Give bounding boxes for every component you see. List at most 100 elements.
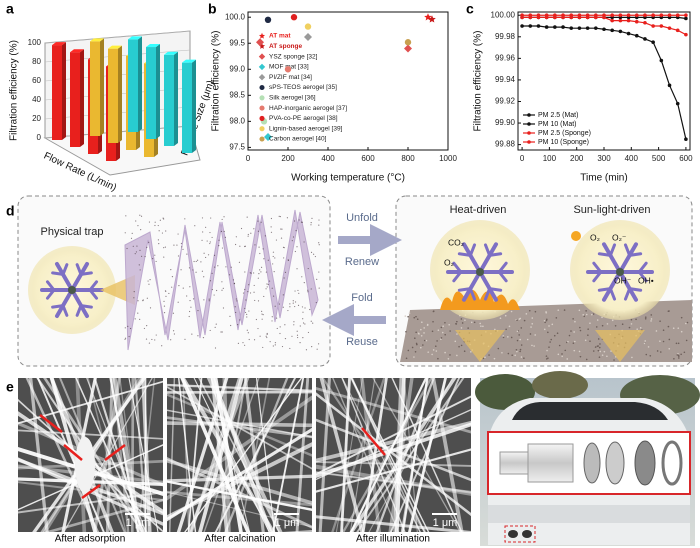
dust-dot (221, 218, 223, 221)
star-marker (258, 43, 266, 49)
dust-dot (257, 277, 259, 279)
grit-dot (649, 354, 652, 357)
point (561, 13, 565, 18)
dust-dot (181, 246, 183, 248)
grit-dot (579, 326, 581, 329)
grit-dot (579, 329, 582, 332)
y-tick-label: 40 (32, 95, 41, 104)
point (634, 13, 639, 18)
grit-dot (415, 342, 418, 345)
grit-dot (595, 326, 598, 328)
grit-dot (546, 349, 548, 352)
grit-dot (534, 310, 537, 313)
dust-dot (193, 260, 195, 263)
dust-dot (195, 260, 197, 263)
dust-dot (295, 230, 297, 232)
rod (602, 270, 622, 302)
point (536, 24, 541, 28)
dust-dot (266, 286, 268, 288)
rod (462, 270, 482, 302)
dust-dot (192, 269, 194, 271)
grit-dot (482, 325, 484, 328)
fiber (316, 422, 471, 479)
grit-dot (432, 349, 435, 351)
rod (55, 262, 74, 292)
grit-dot (519, 350, 521, 353)
dust-dot (147, 280, 149, 282)
legend-label: sPS-TEOS aerogel [35] (269, 84, 337, 91)
grit-dot (676, 354, 679, 356)
dust-dot (289, 347, 291, 350)
grit-dot (680, 330, 683, 333)
grit-dot (470, 321, 473, 324)
grit-dot (596, 319, 599, 321)
point (536, 13, 541, 18)
grit-dot (582, 314, 585, 316)
point (553, 25, 557, 29)
rod (608, 243, 617, 257)
grit-dot (510, 310, 513, 313)
dust-dot (164, 290, 167, 292)
bar (128, 39, 138, 132)
point (602, 13, 606, 18)
grit-dot (573, 331, 575, 333)
y-tick-label: 98.5 (229, 90, 245, 99)
dust-dot (309, 308, 311, 311)
x-tick-label: 300 (597, 154, 611, 163)
dust-dot (301, 306, 304, 308)
rod (45, 280, 56, 292)
grit-dot (414, 350, 417, 353)
fiber (316, 460, 471, 467)
bar (52, 45, 62, 140)
dust-dot (159, 219, 161, 221)
point (618, 18, 623, 23)
dust-dot (303, 241, 305, 243)
dust-dot (315, 301, 317, 304)
dust-dot (143, 327, 146, 330)
grit-dot (574, 320, 576, 323)
dust-dot (213, 254, 216, 256)
fiber (400, 378, 429, 544)
dust-dot (134, 253, 136, 255)
dust-dot (135, 251, 138, 253)
fiber (316, 395, 471, 476)
grit-dot (572, 318, 574, 320)
grit-dot (566, 358, 569, 360)
dust-dot (298, 219, 300, 221)
legend-marker (527, 140, 531, 144)
caption-box (167, 532, 312, 546)
dust-dot (165, 230, 167, 232)
y-axis-label: Filtration efficiency (%) (473, 31, 484, 132)
point (569, 26, 574, 30)
fiber (134, 378, 149, 544)
dust-dot (209, 242, 211, 245)
dust-dot (188, 310, 191, 313)
diamond-marker (404, 44, 412, 53)
fiber (18, 429, 163, 440)
grit-dot (515, 348, 518, 351)
point (651, 40, 655, 44)
dust-dot (274, 342, 277, 344)
grit-dot (423, 339, 426, 342)
rod (618, 242, 638, 274)
grit-dot (597, 349, 600, 352)
y-tick-label: 20 (32, 114, 41, 123)
grit-dot (427, 351, 430, 353)
exhaust-box (504, 525, 536, 543)
y-tick-label: 99.92 (495, 97, 516, 106)
grit-dot (507, 352, 510, 355)
fiber (372, 378, 468, 544)
dust-dot (281, 228, 283, 230)
dust-dot (301, 276, 303, 278)
bar-side (174, 51, 178, 146)
grit-dot (501, 351, 503, 354)
panel-label: c (466, 1, 474, 17)
dust-dot (201, 270, 203, 272)
rod (75, 304, 83, 317)
fiber (119, 378, 143, 544)
point (634, 33, 639, 38)
fiber (167, 416, 312, 439)
grit-dot (597, 338, 600, 340)
grit-dot (421, 321, 423, 324)
bar-side (80, 49, 84, 147)
